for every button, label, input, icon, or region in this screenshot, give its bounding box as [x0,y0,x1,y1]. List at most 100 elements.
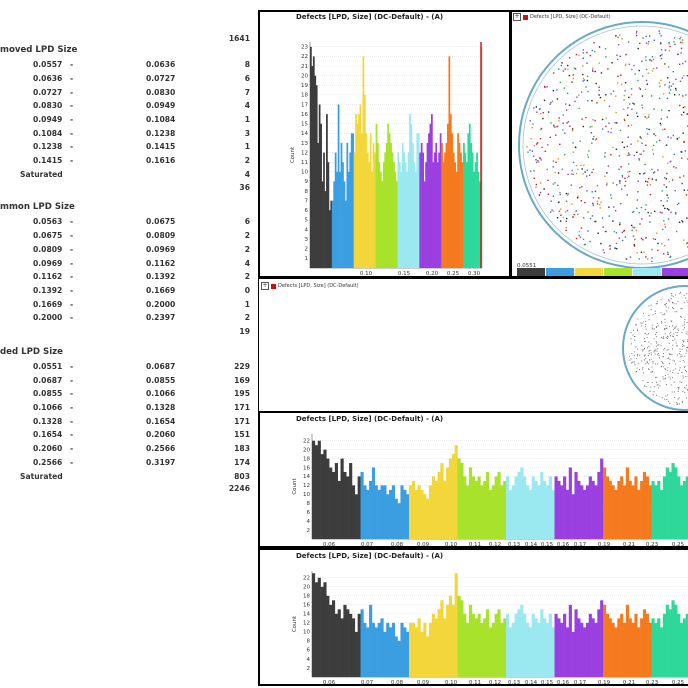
defect-point [644,180,647,183]
defect-point [591,49,593,52]
wafer-map-panel-2[interactable]: + Defects [LPD, Size] (DC-Default) [258,278,688,412]
defect-point [672,377,674,379]
histogram-bar [460,152,462,268]
defect-point [642,312,644,314]
histogram-bar [380,618,384,677]
defect-point [641,323,643,325]
defect-point [547,179,549,182]
defect-point [675,303,677,305]
histogram-bar [486,609,490,677]
defect-point [633,362,635,364]
defect-point [665,144,668,146]
defect-point [662,204,665,207]
wafer-edge [622,285,688,411]
defect-point [574,146,577,148]
histogram-bar [369,133,372,268]
expand-icon[interactable]: + [513,13,521,21]
defect-point [601,118,604,121]
defect-point [538,108,541,111]
defect-point [672,369,674,371]
defect-point [547,144,549,146]
defect-point [569,125,571,128]
defect-point [586,51,588,54]
group-header-row: moved LPD Size [0,45,258,57]
defect-point [674,397,676,399]
defect-point [627,125,630,127]
histogram-panel-top[interactable]: Defects [LPD, Size] (DC-Default) - (A) 1… [258,10,511,278]
defect-point [619,180,621,182]
defect-point [668,400,670,402]
wafer-map-panel[interactable]: + Defects [LPD, Size] (DC-Default) 0.055… [510,10,688,278]
defect-point [594,70,596,73]
defect-point [683,366,685,368]
defect-point [675,78,677,81]
bin-dash: - [70,60,74,70]
legend-swatch [546,268,574,276]
defect-point [648,319,650,321]
defect-point [684,105,686,108]
defect-point [639,223,641,225]
defect-point [662,356,664,358]
y-tick-label: 11 [301,160,308,166]
bin-to: 0.0636 [146,60,176,70]
defect-point [639,88,642,90]
defect-point [679,381,681,383]
defect-point [599,207,601,209]
defect-point [664,318,666,320]
defect-point [669,161,672,163]
defect-point [649,184,652,186]
defect-point [571,169,573,172]
histogram-bar [531,476,535,539]
defect-point [666,338,668,339]
x-tick-label: 0.06 [323,542,336,548]
defect-point [663,245,666,247]
histogram-panel-bottom[interactable]: Defects [LPD, Size] (DC-Default) - (A) 2… [258,548,688,686]
table-row: 0.1328-0.1654 171 [0,417,258,429]
defect-point [605,230,607,233]
histogram-bar [436,162,439,268]
defect-point [638,69,640,72]
bin-from: 0.1654 [33,430,63,440]
defect-point [650,386,652,388]
defect-point [649,359,650,361]
defect-point [681,381,683,383]
defect-point [555,161,557,163]
defect-point [680,41,682,44]
defect-point [675,167,677,169]
defect-point [660,200,662,202]
defect-point [632,102,634,104]
defect-point [671,391,673,393]
defect-point [560,208,562,210]
defect-point [587,90,589,93]
defect-point [543,99,546,102]
defect-point [619,182,621,184]
defect-point [665,306,667,308]
defect-point [665,178,668,180]
defect-point [596,184,599,187]
defect-point [582,77,585,80]
histogram-panel-middle[interactable]: Defects [LPD, Size] (DC-Default) - (A) 2… [258,411,688,548]
histogram-bar [359,104,362,268]
defect-point [539,137,542,140]
defect-point [645,56,647,58]
expand-icon[interactable]: + [261,282,269,290]
defect-point [662,128,664,131]
defect-point [591,142,593,144]
histogram-bar [431,613,435,677]
defect-point [679,369,681,371]
histogram-bar [677,476,681,539]
defect-point [628,96,630,99]
defect-point [686,341,688,342]
defect-point [660,312,662,314]
histogram-bar [343,181,346,268]
defect-point [621,141,624,143]
x-tick-label: 0.21 [623,680,635,686]
defect-point [684,60,687,63]
defect-point [651,70,654,72]
y-axis-label: Count [292,615,298,632]
defect-point [655,341,657,342]
histogram-bar [662,613,667,677]
defect-point [645,328,647,330]
histogram-bar [648,622,652,677]
histogram-bar [397,640,401,677]
